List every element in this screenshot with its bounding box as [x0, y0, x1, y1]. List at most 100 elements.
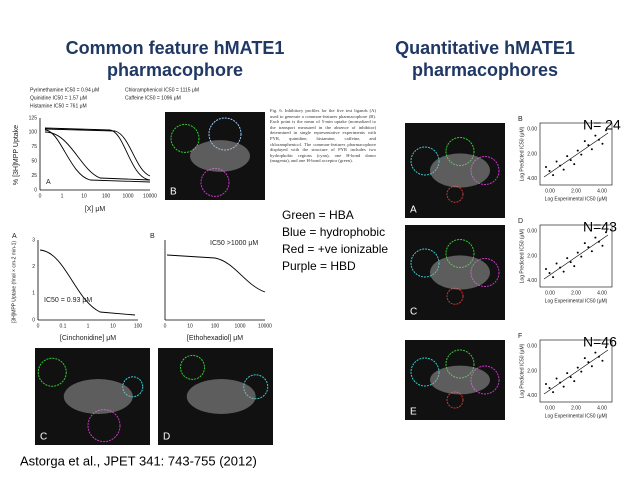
scatter-dot: [580, 255, 583, 258]
scatter-dot: [601, 142, 604, 145]
x-tick-label: 100: [211, 323, 220, 329]
x-tick-label: 4.00: [597, 290, 607, 296]
x-axis-label: [Cinchonidine] μM: [60, 335, 116, 342]
plot-frame: [539, 224, 613, 288]
feature-sphere: [170, 123, 200, 153]
right-title-1: Quantitative hMATE1: [395, 38, 575, 58]
y-tick-label: 125: [29, 115, 38, 121]
panel-label: A: [46, 179, 51, 186]
x-tick-label: 2.00: [571, 188, 581, 194]
y-axis-label: Log Predicted IC50 (μM): [519, 343, 525, 398]
y-tick-label: 3: [32, 237, 35, 243]
color-key: Blue = hydrophobic: [282, 225, 385, 239]
scatter-dot: [583, 140, 586, 143]
panel-label: C: [40, 432, 47, 443]
color-key: Green = HBA: [282, 208, 354, 222]
panel-label: F: [518, 333, 522, 340]
x-tick-label: 1: [61, 193, 64, 199]
y-axis-label: Log Predicted IC50 (μM): [519, 228, 525, 283]
scatter-dot: [597, 355, 600, 358]
molecule-volume: [186, 379, 256, 414]
scatter-dot: [587, 246, 590, 249]
panel-label: D: [163, 432, 170, 443]
x-tick-label: 4.00: [597, 405, 607, 411]
scatter-dot: [545, 383, 547, 385]
scatter-dot: [576, 149, 579, 152]
scatter-dot: [576, 251, 579, 254]
panel-label: A: [12, 233, 17, 240]
scatter-dot: [601, 359, 604, 362]
scatter-dot: [566, 372, 569, 375]
x-tick-label: 0: [39, 193, 42, 199]
molecule-volume: [430, 153, 490, 188]
fit-line: [543, 349, 609, 395]
scatter-dot: [583, 242, 586, 245]
molecule-volume: [190, 140, 250, 172]
curve: [44, 129, 151, 183]
legend-entry: Pyrimethamine IC50 = 0.94 μM: [30, 87, 99, 93]
x-tick-label: 1000: [234, 323, 245, 329]
scatter-dot: [580, 153, 583, 156]
scatter-dot: [573, 163, 576, 166]
scatter-dot: [605, 346, 607, 349]
scatter-dot: [552, 174, 555, 177]
y-tick-label: 2.00: [527, 151, 537, 157]
x-tick-label: 1: [87, 323, 90, 329]
x-tick-label: 0.00: [545, 188, 555, 194]
curve: [39, 249, 136, 316]
x-axis-label: [Ethohexadiol] μM: [187, 335, 243, 342]
y-tick-label: 4.00: [527, 176, 537, 182]
y-axis-label: [3H]MPP Uptake (fmol × cm-2 min-1): [11, 241, 17, 323]
scatter-dot: [548, 170, 551, 173]
molecule-volume: [63, 379, 133, 414]
y-tick-label: 25: [31, 173, 37, 179]
y-tick-label: 0.00: [527, 229, 537, 235]
scatter-dot: [594, 236, 597, 239]
scatter-dot: [583, 357, 586, 360]
legend-entry: Quinidine IC50 = 1.57 μM: [30, 95, 87, 101]
fit-line: [543, 234, 609, 280]
x-axis-label: Log Experimental IC50 (μM): [545, 298, 608, 304]
x-axis-label: Log Experimental IC50 (μM): [545, 196, 608, 202]
scatter-dot: [566, 257, 569, 260]
scatter-dot: [569, 376, 572, 379]
x-tick-label: 10000: [258, 323, 272, 329]
citation: Astorga et al., JPET 341: 743-755 (2012): [20, 453, 257, 468]
n-label: N=43: [583, 219, 617, 235]
y-axis-label: % [3H]MPP Uptake: [13, 125, 20, 185]
feature-sphere: [200, 167, 230, 197]
y-axis-label: Log Predicted IC50 (μM): [519, 126, 525, 181]
panel-label: A: [410, 205, 417, 216]
x-tick-label: 0.00: [545, 290, 555, 296]
scatter-dot: [587, 144, 590, 147]
color-key: Red = +ve ionizable: [282, 242, 388, 256]
x-tick-label: 1000: [122, 193, 133, 199]
x-tick-label: 4.00: [597, 188, 607, 194]
scatter-dot: [555, 377, 558, 380]
y-tick-label: 2.00: [527, 253, 537, 259]
y-tick-label: 0.00: [527, 127, 537, 133]
n-label: N=46: [583, 334, 617, 350]
scatter-dot: [545, 268, 547, 270]
x-tick-label: 0.00: [545, 405, 555, 411]
scatter-dot: [559, 164, 562, 167]
plot-frame: [539, 339, 613, 403]
annotation: IC50 = 0.93 μM: [44, 297, 92, 304]
scatter-dot: [552, 391, 555, 394]
y-tick-label: 2: [32, 264, 35, 270]
y-tick-label: 100: [29, 130, 38, 136]
scatter-dot: [594, 351, 597, 354]
scatter-dot: [573, 380, 576, 383]
scatter-dot: [587, 361, 590, 364]
plot-frame: [539, 122, 613, 186]
molecule-volume: [430, 365, 490, 395]
feature-sphere: [37, 357, 67, 387]
figure-caption: Fig. 6. Inhibitory profiles for the five…: [270, 108, 376, 164]
x-axis-label: [X] μM: [85, 206, 106, 213]
scatter-dot: [566, 155, 569, 158]
scatter-dot: [569, 159, 572, 162]
scatter-dot: [605, 129, 607, 132]
x-tick-label: 0: [37, 323, 40, 329]
x-tick-label: 10000: [143, 193, 157, 199]
